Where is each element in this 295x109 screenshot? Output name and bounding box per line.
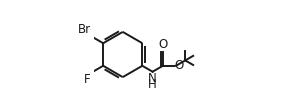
Text: Br: Br bbox=[78, 23, 91, 36]
Text: N: N bbox=[148, 72, 157, 85]
Text: O: O bbox=[158, 38, 168, 51]
Text: H: H bbox=[148, 78, 157, 91]
Text: O: O bbox=[174, 59, 183, 72]
Text: F: F bbox=[84, 73, 91, 86]
